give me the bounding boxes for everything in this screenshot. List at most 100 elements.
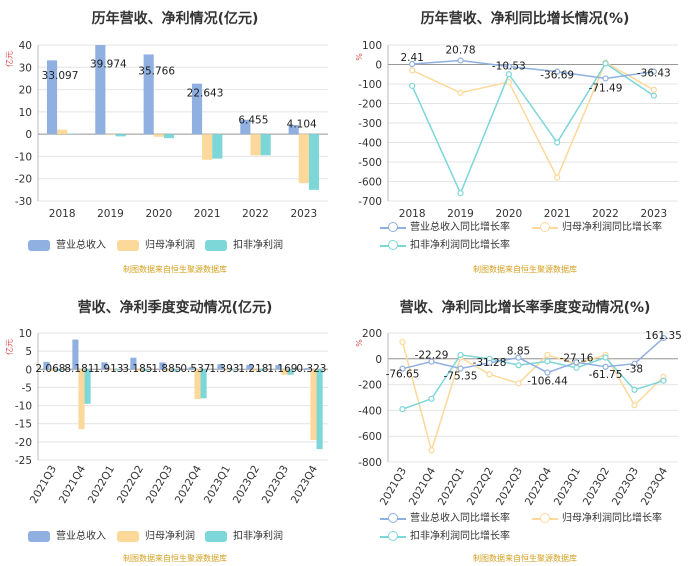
- bar: [159, 362, 166, 370]
- bar: [188, 367, 195, 370]
- data-label: 1.218: [238, 363, 268, 375]
- data-label: -36.43: [637, 68, 671, 80]
- bar: [191, 83, 203, 135]
- legend-item-net-profit-growth[interactable]: 归母净利润同比增长率: [532, 218, 662, 233]
- data-label: 4.104: [287, 118, 317, 130]
- panel-quarterly-growth: 营收、净利同比增长率季度变动情况(%) 200 0 -200 -400 -600 -800…: [350, 283, 700, 566]
- y-tick-label: 0: [25, 364, 32, 376]
- data-point: [660, 334, 667, 342]
- data-label: -38: [626, 364, 643, 376]
- y-tick-label: -300: [358, 118, 382, 130]
- x-tick-label: 2021Q3: [378, 466, 409, 508]
- data-label: -106.44: [527, 376, 568, 388]
- data-point: [486, 359, 493, 366]
- bar: [288, 124, 299, 135]
- x-tick-label: 2021Q3: [28, 464, 59, 506]
- chart-annual-growth: 100 0 -100 -200 -300 -400 -500 -600 -700% 2018 201…: [355, 40, 678, 220]
- x-tick-label: 2022Q2: [465, 466, 496, 508]
- data-point: [573, 359, 580, 366]
- legend-item-deducted-growth[interactable]: 扣非净利润同比增长率: [380, 236, 510, 251]
- chart-title: 营收、净利同比增长率季度变动情况(%): [399, 300, 651, 316]
- bar: [275, 365, 282, 370]
- legend-item-revenue-growth[interactable]: 营业总收入同比增长率: [380, 509, 510, 524]
- x-tick-label: 2019: [97, 208, 124, 220]
- bar: [130, 357, 137, 370]
- bar: [217, 364, 224, 370]
- data-point: [602, 60, 609, 67]
- y-tick-label: 30: [19, 62, 32, 74]
- data-point: [602, 354, 609, 361]
- data-label: -71.49: [589, 82, 623, 94]
- y-axis-label: 亿元: [4, 339, 14, 355]
- data-point: [554, 174, 561, 181]
- y-axis-label: %: [355, 339, 364, 347]
- x-tick-label: 2022Q4: [173, 463, 204, 505]
- source-note: 制图数据来自恒生聚源数据库: [123, 554, 227, 563]
- y-tick-label: -600: [358, 177, 382, 189]
- bar: [43, 361, 50, 370]
- data-label: 22.643: [187, 87, 224, 99]
- data-point: [515, 380, 522, 387]
- y-tick-label: -400: [358, 138, 382, 150]
- data-point: [457, 89, 464, 96]
- y-tick-label: -700: [358, 196, 382, 208]
- data-point: [554, 139, 561, 146]
- x-tick-label: 2023Q1: [202, 464, 233, 506]
- legend-label: 归母净利润同比增长率: [562, 513, 662, 524]
- legend-item-net-profit-growth[interactable]: 归母净利润同比增长率: [532, 509, 662, 524]
- x-tick-label: 2021Q4: [407, 465, 438, 507]
- data-label: 33.097: [42, 70, 79, 82]
- legend-swatch: [28, 530, 50, 542]
- bar: [49, 369, 56, 372]
- data-point: [650, 92, 657, 99]
- bar: [223, 369, 230, 371]
- series-line: [412, 59, 654, 80]
- chart-title: 历年营收、净利同比增长情况(%): [420, 11, 630, 27]
- legend-line-swatch: [380, 221, 406, 233]
- x-tick-label: 2021Q4: [57, 463, 88, 505]
- source-note: 制图数据来自恒生聚源数据库: [473, 265, 577, 274]
- legend-item-deducted-profit[interactable]: 扣非净利润: [205, 527, 283, 542]
- data-point: [399, 406, 406, 413]
- data-point: [602, 363, 609, 370]
- bar: [281, 369, 288, 375]
- bar: [229, 369, 236, 371]
- data-label: -22.29: [415, 350, 449, 362]
- legend-item-revenue[interactable]: 营业总收入: [28, 527, 106, 542]
- data-label: -10.53: [492, 61, 526, 73]
- y-tick-label: 40: [19, 40, 32, 52]
- series-line: [411, 62, 655, 196]
- x-tick-label: 2022Q3: [144, 464, 175, 506]
- legend-item-net-profit[interactable]: 归母净利润: [117, 527, 195, 542]
- legend-item-revenue-growth[interactable]: 营业总收入同比增长率: [380, 218, 510, 233]
- y-tick-label: -30: [15, 196, 32, 208]
- data-label: 1.885: [151, 363, 181, 375]
- x-tick-label: 2023Q1: [552, 466, 583, 508]
- legend-item-deducted-profit[interactable]: 扣非净利润: [205, 236, 283, 251]
- data-point: [457, 190, 464, 197]
- legend-label: 归母净利润: [145, 240, 195, 251]
- y-tick-label: 10: [19, 328, 32, 340]
- x-tick-label: 2019: [447, 208, 474, 220]
- legend-item-net-profit[interactable]: 归母净利润: [117, 236, 195, 251]
- data-point: [650, 86, 657, 93]
- legend: 营业总收入 归母净利润 扣非净利润: [0, 236, 350, 252]
- bar: [310, 369, 317, 441]
- x-tick-label: 2020: [145, 208, 172, 220]
- legend-item-revenue[interactable]: 营业总收入: [28, 236, 106, 251]
- legend-line-swatch: [380, 239, 406, 251]
- bar: [260, 134, 271, 156]
- legend-item-deducted-growth[interactable]: 扣非净利润同比增长率: [380, 527, 510, 542]
- legend-label: 扣非净利润: [233, 240, 283, 251]
- y-tick-label: 0: [375, 60, 382, 72]
- data-point: [631, 360, 638, 367]
- y-tick-label: -25: [15, 455, 32, 467]
- legend-label: 营业总收入: [56, 240, 106, 251]
- legend-label: 扣非净利润同比增长率: [410, 240, 510, 251]
- x-tick-label: 2023Q2: [231, 464, 262, 506]
- chart-title: 营收、净利季度变动情况(亿元): [77, 300, 273, 316]
- legend-label: 归母净利润: [145, 531, 195, 542]
- bar: [246, 364, 253, 370]
- bar: [163, 134, 175, 139]
- bar: [240, 119, 251, 135]
